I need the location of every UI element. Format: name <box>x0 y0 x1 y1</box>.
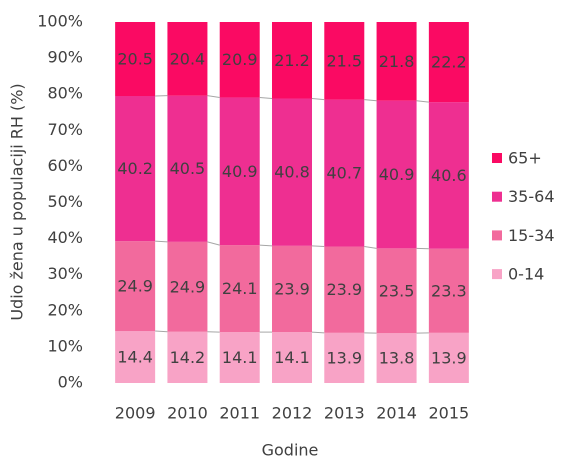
bar-segment <box>428 102 469 249</box>
bar-segment <box>167 95 208 242</box>
series-line <box>259 96 273 100</box>
data-label: 13.9 <box>326 348 362 367</box>
data-label: 21.8 <box>379 52 415 71</box>
y-tick-label: 80% <box>47 84 83 103</box>
data-label: 40.7 <box>326 164 362 183</box>
x-tick-label: 2013 <box>324 404 365 423</box>
y-tick-label: 50% <box>47 192 83 211</box>
data-label: 14.2 <box>170 348 206 367</box>
data-label: 14.1 <box>222 348 258 367</box>
data-label: 20.4 <box>170 49 206 68</box>
data-label: 21.5 <box>326 51 362 70</box>
bar-segment <box>219 97 260 246</box>
data-label: 24.9 <box>117 277 153 296</box>
bar-segment <box>324 332 365 383</box>
bar-segment <box>115 96 156 242</box>
bar-segment <box>272 22 312 99</box>
legend-label: 0-14 <box>508 265 544 284</box>
y-tick-label: 20% <box>47 300 83 319</box>
series-line <box>207 241 220 246</box>
data-label: 23.9 <box>274 279 310 298</box>
bar-segment <box>219 332 260 383</box>
bar-segment <box>115 331 156 383</box>
data-label: 40.5 <box>170 159 206 178</box>
x-tick-label: 2015 <box>428 404 469 423</box>
bar-segment <box>376 100 417 249</box>
y-axis-title: Udio žena u populaciji RH (%) <box>8 83 27 320</box>
legend-swatch <box>492 269 502 280</box>
y-tick-label: 30% <box>47 264 83 283</box>
data-label: 20.9 <box>222 50 258 69</box>
bar-segment <box>219 245 260 333</box>
bar-segment <box>428 22 469 103</box>
data-label: 24.9 <box>170 277 206 296</box>
x-tick-label: 2010 <box>167 404 208 423</box>
data-label: 14.4 <box>117 348 153 367</box>
data-label: 23.3 <box>431 281 467 300</box>
data-label: 13.9 <box>431 348 467 367</box>
y-tick-label: 40% <box>47 228 83 247</box>
x-tick-label: 2009 <box>115 404 156 423</box>
x-tick-label: 2014 <box>376 404 417 423</box>
data-label: 21.2 <box>274 51 310 70</box>
x-tick-label: 2012 <box>272 404 313 423</box>
data-label: 23.9 <box>326 280 362 299</box>
y-tick-label: 100% <box>37 12 83 31</box>
bar-segment <box>272 245 312 333</box>
bar-segment <box>272 332 312 383</box>
bar-segment <box>167 331 208 383</box>
bar-segment <box>376 333 417 383</box>
x-axis-title: Godine <box>262 441 319 460</box>
bar-segment <box>324 22 365 100</box>
bar-segment <box>376 248 417 334</box>
legend-label: 15-34 <box>508 226 555 245</box>
data-label: 40.2 <box>117 159 153 178</box>
series-line <box>259 244 273 247</box>
bar-segment <box>428 332 469 383</box>
data-label: 40.6 <box>431 166 467 185</box>
bar-segment <box>324 99 365 247</box>
series-line <box>364 99 377 102</box>
series-line <box>311 98 325 101</box>
bar-segment <box>115 22 156 97</box>
bar-segment <box>376 22 417 101</box>
y-tick-label: 0% <box>58 373 83 392</box>
y-tick-label: 90% <box>47 48 83 67</box>
series-line <box>311 331 325 334</box>
data-label: 14.1 <box>274 348 310 367</box>
legend-swatch <box>492 230 502 241</box>
bar-segment <box>428 248 469 333</box>
y-tick-label: 60% <box>47 156 83 175</box>
legend-swatch <box>492 153 502 163</box>
bar-segment <box>115 241 156 332</box>
bar-segment <box>167 241 208 332</box>
data-label: 24.1 <box>222 279 258 298</box>
series-line <box>311 245 325 248</box>
series-line <box>155 240 168 243</box>
series-line <box>207 95 220 98</box>
series-line <box>416 100 429 103</box>
y-tick-label: 10% <box>47 336 83 355</box>
bar-segment <box>219 22 260 98</box>
legend-label: 35-64 <box>508 187 555 206</box>
data-label: 20.5 <box>117 50 153 69</box>
x-tick-label: 2011 <box>219 404 260 423</box>
data-label: 40.9 <box>222 162 258 181</box>
legend-label: 65+ <box>508 149 542 168</box>
series-line <box>364 246 377 249</box>
data-label: 22.2 <box>431 53 467 72</box>
series-line <box>155 330 168 333</box>
legend-swatch <box>492 191 502 202</box>
bar-segment <box>167 22 208 96</box>
bar-segment <box>272 98 312 246</box>
data-label: 40.9 <box>379 165 415 184</box>
data-label: 23.5 <box>379 281 415 300</box>
y-tick-label: 70% <box>47 120 83 139</box>
data-label: 13.8 <box>379 349 415 368</box>
bar-segment <box>324 246 365 333</box>
data-label: 40.8 <box>274 163 310 182</box>
